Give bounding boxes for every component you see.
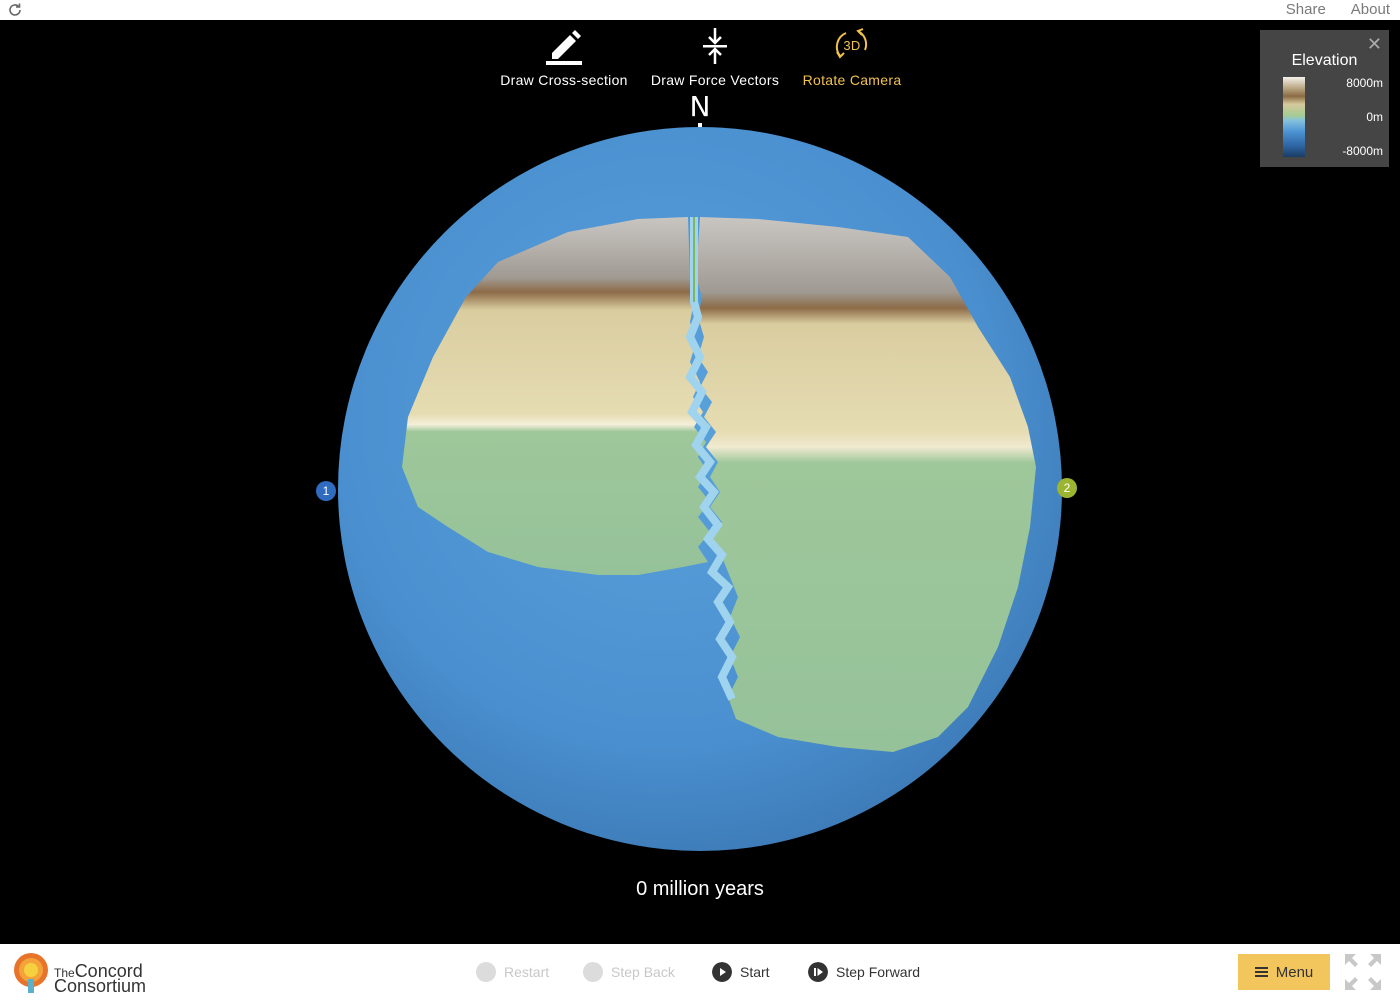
start-label: Start <box>740 964 770 980</box>
compass-north-label: N <box>689 90 711 123</box>
concord-consortium-logo[interactable]: TheConcord Consortium <box>10 949 170 997</box>
bottom-bar: TheConcord Consortium Restart Step Back … <box>0 944 1400 1000</box>
step-back-button[interactable]: Step Back <box>583 962 675 982</box>
reload-icon[interactable] <box>7 2 23 18</box>
globe-marker-1[interactable]: 1 <box>316 481 336 501</box>
continent-west <box>402 217 710 575</box>
close-icon[interactable]: ✕ <box>1366 34 1382 54</box>
pencil-icon <box>546 30 582 65</box>
time-readout: 0 million years <box>636 878 764 900</box>
rotate-3d-badge: 3D <box>843 38 860 53</box>
step-forward-button[interactable]: Step Forward <box>808 962 920 982</box>
menu-label: Menu <box>1275 963 1314 981</box>
menu-button[interactable]: Menu <box>1238 954 1330 990</box>
draw-force-vectors-button[interactable]: Draw Force Vectors <box>650 24 780 88</box>
elevation-legend: ✕ Elevation 8000m 0m -8000m <box>1260 30 1389 167</box>
restart-icon <box>476 962 496 982</box>
hamburger-icon <box>1254 967 1268 977</box>
draw-cross-section-button[interactable]: Draw Cross-section <box>498 24 630 88</box>
restart-button[interactable]: Restart <box>476 962 549 982</box>
sun-logo-icon <box>14 953 48 993</box>
playback-controls: Restart Step Back Start Step Forward <box>0 962 1400 982</box>
start-button[interactable]: Start <box>712 962 770 982</box>
planet-globe[interactable] <box>338 127 1062 851</box>
play-icon <box>712 962 732 982</box>
logo-line2: Consortium <box>54 976 147 996</box>
draw-cross-section-label: Draw Cross-section <box>500 72 628 88</box>
simulation-stage[interactable]: Draw Cross-section Draw Force Vectors <box>0 20 1400 944</box>
share-link[interactable]: Share <box>1285 1 1326 18</box>
legend-tick-min: -8000m <box>1342 144 1383 158</box>
toolbar: Draw Cross-section Draw Force Vectors <box>0 20 1400 110</box>
rotate-3d-icon: 3D <box>835 28 868 59</box>
legend-tick-max: 8000m <box>1346 76 1383 90</box>
about-link[interactable]: About <box>1350 1 1390 18</box>
logo-line1: Concord <box>74 961 143 981</box>
step-forward-label: Step Forward <box>836 964 921 980</box>
globe-marker-2[interactable]: 2 <box>1057 478 1077 498</box>
draw-force-vectors-label: Draw Force Vectors <box>650 72 780 88</box>
step-forward-icon <box>808 962 828 982</box>
rotate-camera-label: Rotate Camera <box>802 72 902 88</box>
step-back-label: Step Back <box>611 964 675 980</box>
rotate-camera-button[interactable]: 3D Rotate Camera <box>798 24 906 88</box>
legend-title: Elevation <box>1291 52 1358 69</box>
elevation-color-scale <box>1283 77 1305 157</box>
continent-east <box>696 217 1036 752</box>
step-back-icon <box>583 962 603 982</box>
compress-arrows-icon <box>703 28 727 64</box>
fullscreen-icon[interactable] <box>1344 953 1382 991</box>
rift-valley <box>685 217 737 701</box>
top-bar: Share About <box>0 0 1400 20</box>
logo-prefix: The <box>54 966 75 980</box>
restart-label: Restart <box>504 964 550 980</box>
legend-tick-zero: 0m <box>1366 110 1383 124</box>
